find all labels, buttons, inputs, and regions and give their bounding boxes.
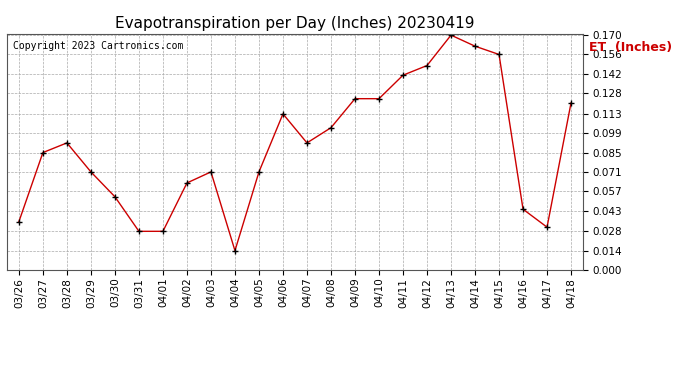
Text: ET  (Inches): ET (Inches) — [589, 41, 672, 54]
Title: Evapotranspiration per Day (Inches) 20230419: Evapotranspiration per Day (Inches) 2023… — [115, 16, 475, 31]
Text: Copyright 2023 Cartronics.com: Copyright 2023 Cartronics.com — [12, 41, 183, 51]
